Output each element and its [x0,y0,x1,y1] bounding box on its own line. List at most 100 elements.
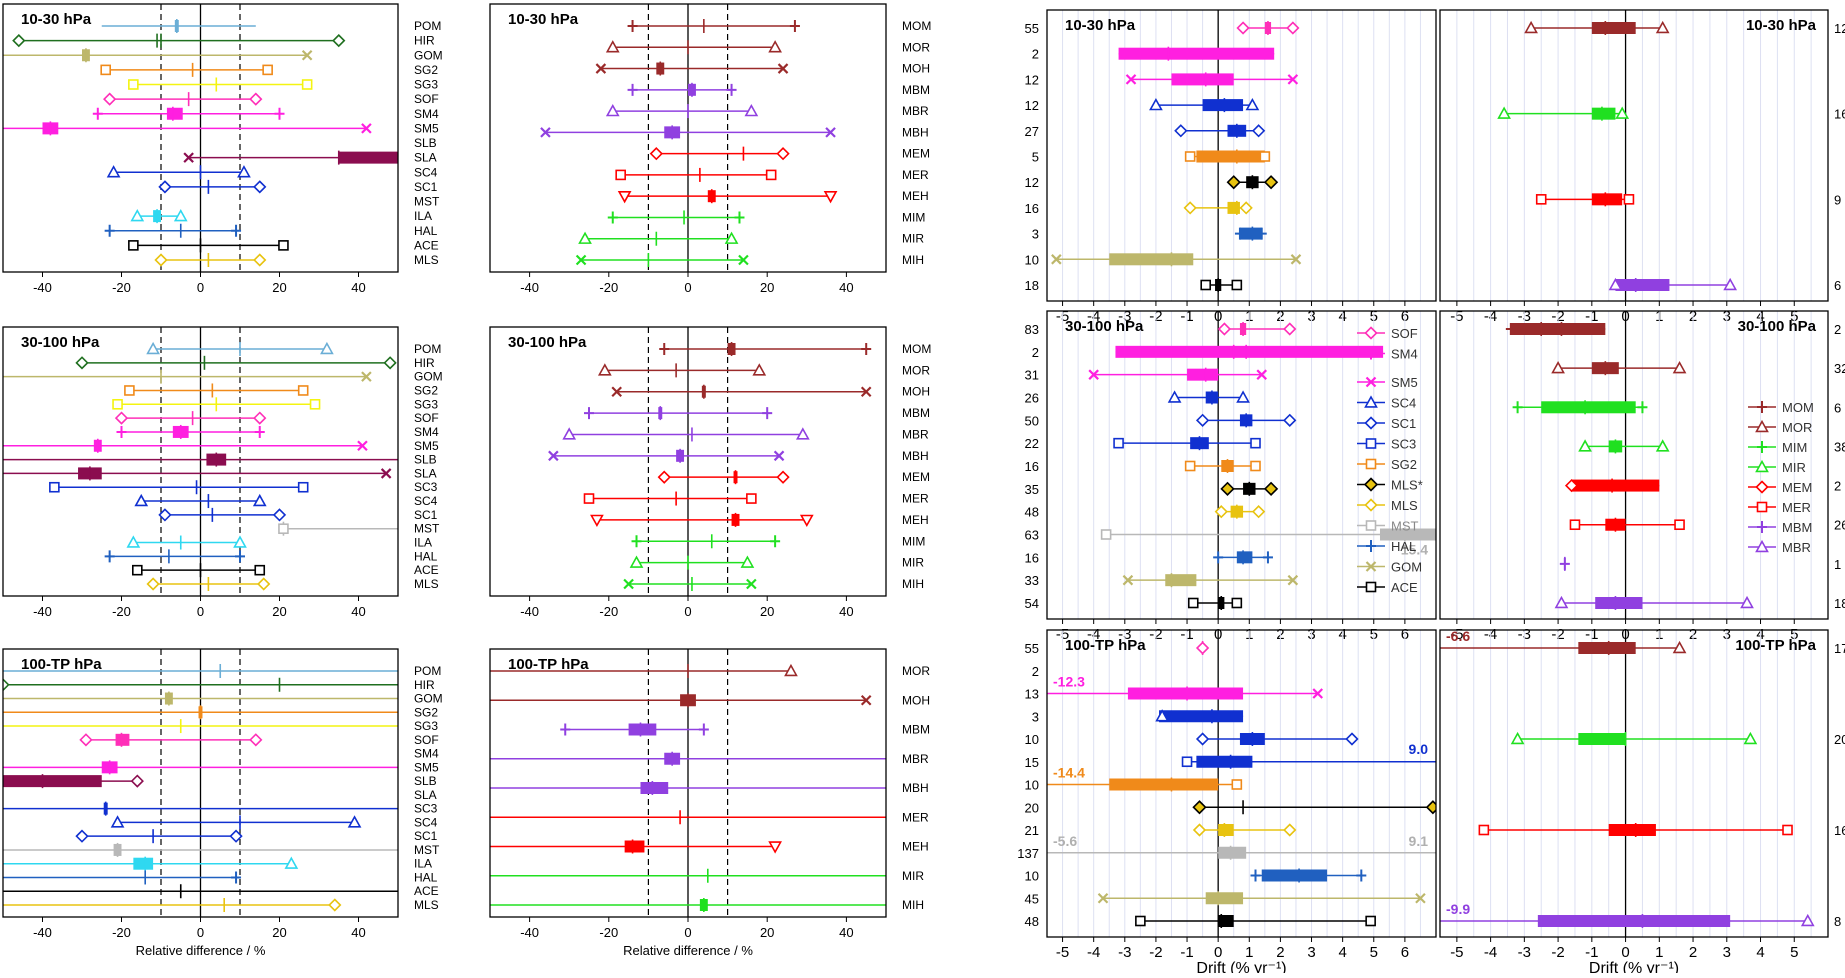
legend-label: SC3 [1391,437,1416,452]
count-label: 16 [1025,550,1039,565]
iqr-box [1578,733,1626,745]
panel-title: 10-30 hPa [1065,17,1136,34]
min-marker [1192,800,1207,815]
legend-marker [1364,416,1378,430]
legend: SOF SM4 SM5 SC4 SC1 SC3 SG2 MLS* MLS MST HAL GOM ACE [1357,326,1423,595]
legend-marker [1365,458,1377,470]
min-marker [132,564,143,576]
legend-marker [1755,459,1769,473]
max-marker [860,694,872,706]
x-tick-label: -1 [1180,944,1193,961]
row-MST [278,521,398,536]
count-label: 48 [1025,505,1039,520]
max-marker [1743,731,1758,745]
legend-label: MBM [1782,520,1812,535]
x-tick-label: -20 [112,280,131,295]
min-marker [134,493,149,507]
min-marker [1524,20,1538,34]
row-SM4 [1118,46,1275,61]
iqr-box [1202,99,1244,112]
row-SLB [3,774,144,789]
count-label: 12 [1025,175,1039,190]
row-SM5 [1125,72,1299,87]
min-marker [1608,277,1623,291]
row-MIR [490,868,886,883]
min-marker [607,211,618,224]
max-marker [1623,194,1635,205]
rows: -12.3 9.0 -14.4 -5.6 9.1 [1047,641,1436,928]
min-marker [1578,439,1592,452]
legend-label: SC4 [1391,396,1416,411]
count-label: 2 [1032,47,1039,62]
min-marker [584,407,594,420]
max-marker [301,49,313,61]
count-label: 21 [1025,823,1039,838]
count-label: 16 [1834,823,1845,838]
x-tick-label: -40 [33,604,52,619]
x-tick-label: -40 [33,925,52,940]
row-label: MER [902,492,929,506]
min-marker [1551,360,1565,374]
min-marker [583,493,595,504]
row-SM5 [3,760,398,775]
legend-item-MST: MST [1357,519,1419,534]
row-label: SLB [414,453,437,467]
legend-label: MBR [1782,540,1811,555]
iqr-box [1510,323,1606,335]
row-HIR [3,677,398,692]
row-HAL [104,549,245,564]
panel-rel_mid_30_100: 30-100 hPa MOM MOR MOH MBM MBR MBH MEM MER MEH MIM… [489,326,931,619]
x-tick-label: -20 [112,925,131,940]
x-tick-label: 1 [1655,944,1663,961]
count-label: 35 [1025,482,1039,497]
count-label: 20 [1834,732,1845,747]
legend-marker [1365,376,1377,388]
max-marker [254,425,265,438]
row-MER [1478,823,1793,837]
row-label: SOF [414,92,439,106]
max-marker [1250,460,1261,472]
iqr-box [1218,846,1247,859]
max-marker [1256,227,1267,240]
panel-title: 100-TP hPa [21,656,102,673]
min-marker [1214,505,1228,519]
row-MBH [490,781,886,795]
iqr-box [1591,22,1636,34]
legend-label: SC1 [1391,416,1416,431]
count-label: 3 [1032,227,1039,242]
max-marker [361,123,372,134]
max-marker [380,468,392,479]
x-tick-label: 2 [1276,944,1284,961]
min-marker [1234,227,1245,240]
x-tick-label: 6 [1401,944,1409,961]
legend-marker [1755,419,1769,433]
max-marker [1615,106,1630,119]
min-marker [1122,574,1134,586]
legend-label: MOM [1782,400,1814,415]
max-marker [1231,597,1243,609]
iqr-box [1159,710,1244,723]
min-marker [1088,369,1099,380]
rows [3,341,398,591]
row-label: MBM [902,406,930,420]
x-tick-label: 40 [839,604,853,619]
rows [1497,20,1738,292]
min-marker [548,450,559,462]
row-MLS* [1226,175,1279,190]
iqr-box [166,107,183,120]
row-POM [3,664,398,678]
x-tick-label: 0 [684,280,691,295]
min-marker [657,470,671,484]
count-label: 16 [1025,201,1039,216]
row-MLS [154,253,267,267]
row-MER [1569,517,1685,532]
min-marker [1213,551,1224,564]
min-marker [595,63,607,74]
row-label: ACE [414,563,439,577]
max-marker [297,481,309,493]
legend-item-SC4: SC4 [1357,395,1416,411]
row-MOR [490,663,798,678]
panel-rel_left_100_tp: 100-TP hPa POMHIRGOMSG2SG3SOFSM4SM5SLBSLA… [2,648,443,958]
x-tick-label: 0 [1621,944,1629,961]
